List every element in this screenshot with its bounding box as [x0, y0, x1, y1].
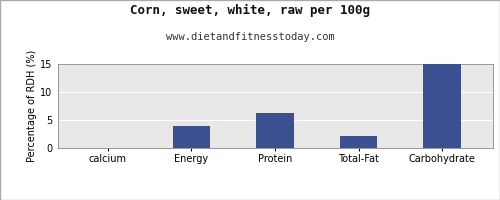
Text: www.dietandfitnesstoday.com: www.dietandfitnesstoday.com [166, 32, 334, 42]
Bar [256, 113, 294, 148]
Text: Corn, sweet, white, raw per 100g: Corn, sweet, white, raw per 100g [130, 4, 370, 17]
Bar [424, 64, 461, 148]
Y-axis label: Percentage of RDH (%): Percentage of RDH (%) [28, 50, 38, 162]
Bar [340, 136, 378, 148]
Bar [172, 126, 210, 148]
